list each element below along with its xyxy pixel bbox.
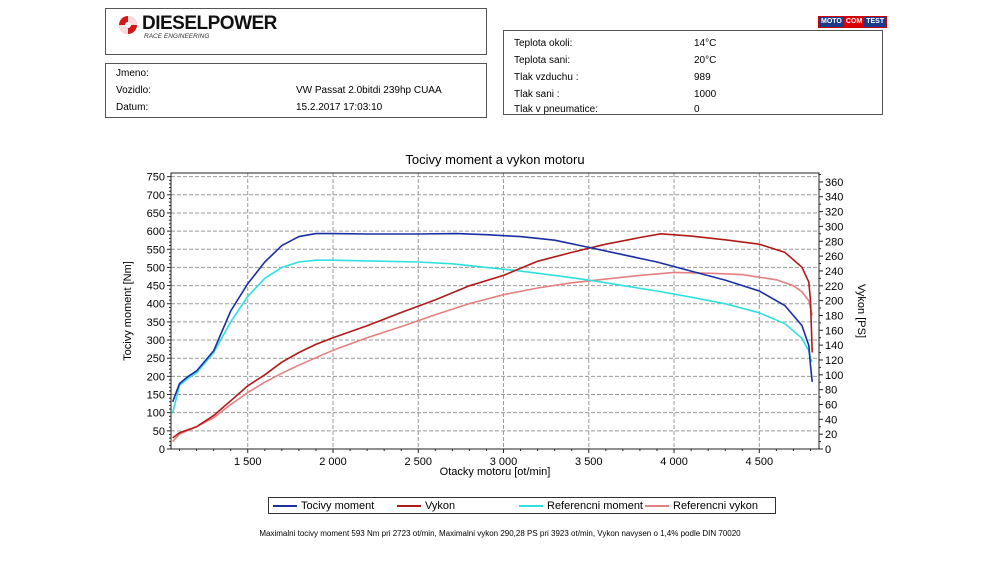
legend-item-ref-torque: Referencni moment bbox=[519, 498, 643, 513]
cond-value-air-pressure: 989 bbox=[694, 72, 711, 83]
y-tick-label: 550 bbox=[147, 244, 165, 256]
y2-tick-label: 360 bbox=[825, 177, 843, 189]
chart-title: Tocivy moment a vykon motoru bbox=[405, 152, 584, 167]
x-tick-label: 1 500 bbox=[234, 456, 262, 468]
x-tick-label: 2 500 bbox=[404, 456, 432, 468]
axis-layer: 0501001502002503003504004505005506006507… bbox=[147, 172, 844, 468]
y-tick-label: 300 bbox=[147, 335, 165, 347]
legend-swatch-ref-torque bbox=[519, 504, 543, 507]
cond-label-intake-pressure: Tlak sani : bbox=[514, 89, 560, 100]
y-tick-label: 250 bbox=[147, 353, 165, 365]
legend-label-power: Vykon bbox=[425, 499, 456, 512]
max-values-summary: Maximalni tocivy moment 593 Nm pri 2723 … bbox=[259, 529, 741, 538]
plot-area bbox=[171, 173, 819, 449]
y-tick-label: 100 bbox=[147, 408, 165, 420]
y2-tick-label: 280 bbox=[825, 236, 843, 248]
cond-value-ambient-temp: 14°C bbox=[694, 38, 717, 49]
y2-tick-label: 180 bbox=[825, 310, 843, 322]
cond-label-ambient-temp: Teplota okoli: bbox=[514, 38, 573, 49]
legend-item-power: Vykon bbox=[397, 498, 455, 513]
y-axis-label: Tocivy moment [Nm] bbox=[122, 261, 134, 361]
cond-label-air-pressure: Tlak vzduchu : bbox=[514, 72, 579, 83]
badge-part-1: MOTO bbox=[819, 17, 844, 27]
cond-label-tire-pressure: Tlak v pneumatice: bbox=[514, 104, 598, 115]
legend-swatch-torque bbox=[273, 504, 297, 507]
y2-tick-label: 200 bbox=[825, 296, 843, 308]
y2-tick-label: 60 bbox=[825, 399, 837, 411]
y2-tick-label: 260 bbox=[825, 251, 843, 263]
y2-tick-label: 0 bbox=[825, 444, 831, 456]
y-tick-label: 0 bbox=[159, 444, 165, 456]
info-value-date: 15.2.2017 17:03:10 bbox=[296, 102, 383, 113]
badge-part-2: COM bbox=[843, 17, 865, 27]
y2-tick-label: 240 bbox=[825, 266, 843, 278]
legend-swatch-power bbox=[397, 504, 421, 507]
chart-legend: Tocivy moment Vykon Referencni moment Re… bbox=[268, 497, 776, 514]
turbo-icon bbox=[119, 16, 137, 34]
y2-tick-label: 80 bbox=[825, 385, 837, 397]
logo-box: DIESELPOWER RACE ENGINEERING bbox=[105, 8, 487, 55]
y2-tick-label: 100 bbox=[825, 370, 843, 382]
y-tick-label: 700 bbox=[147, 190, 165, 202]
y-tick-label: 200 bbox=[147, 371, 165, 383]
grid-layer bbox=[171, 173, 819, 449]
y2-tick-label: 20 bbox=[825, 429, 837, 441]
legend-item-torque: Tocivy moment bbox=[273, 498, 374, 513]
y2-tick-label: 120 bbox=[825, 355, 843, 367]
y-tick-label: 400 bbox=[147, 299, 165, 311]
cond-value-intake-pressure: 1000 bbox=[694, 89, 717, 100]
ref-power-line bbox=[172, 271, 813, 443]
y-tick-label: 50 bbox=[153, 426, 165, 438]
x-tick-label: 4 000 bbox=[660, 456, 688, 468]
motocomtest-badge: MOTO COM TEST bbox=[818, 16, 888, 28]
x-tick-label: 3 500 bbox=[575, 456, 603, 468]
y-tick-label: 500 bbox=[147, 262, 165, 274]
info-label-name: Jmeno: bbox=[116, 68, 149, 79]
legend-swatch-ref-power bbox=[645, 504, 669, 507]
y-tick-label: 600 bbox=[147, 226, 165, 238]
x-tick-label: 2 000 bbox=[319, 456, 347, 468]
legend-label-torque: Tocivy moment bbox=[301, 499, 375, 512]
info-value-vehicle: VW Passat 2.0bitdi 239hp CUAA bbox=[296, 85, 442, 96]
y-tick-label: 750 bbox=[147, 172, 165, 184]
vehicle-info-box: Jmeno: Vozidlo: VW Passat 2.0bitdi 239hp… bbox=[105, 63, 487, 118]
y-tick-label: 150 bbox=[147, 390, 165, 402]
y2-tick-label: 140 bbox=[825, 340, 843, 352]
y2-tick-label: 160 bbox=[825, 325, 843, 337]
y2-tick-label: 320 bbox=[825, 207, 843, 219]
legend-label-ref-power: Referencni vykon bbox=[673, 499, 758, 512]
cond-label-intake-temp: Teplota sani: bbox=[514, 55, 571, 66]
y2-tick-label: 340 bbox=[825, 192, 843, 204]
legend-item-ref-power: Referencni vykon bbox=[645, 498, 758, 513]
info-label-vehicle: Vozidlo: bbox=[116, 85, 152, 96]
y2-tick-label: 300 bbox=[825, 221, 843, 233]
x-tick-label: 3 000 bbox=[490, 456, 518, 468]
brand-subtitle: RACE ENGINEERING bbox=[144, 33, 210, 40]
y-tick-label: 450 bbox=[147, 281, 165, 293]
y-tick-label: 350 bbox=[147, 317, 165, 329]
x-axis-label: Otacky motoru [ot/min] bbox=[440, 466, 551, 478]
y-tick-label: 650 bbox=[147, 208, 165, 220]
dyno-chart: Tocivy moment a vykon motoru 0 50 100 150 20… bbox=[122, 152, 867, 478]
legend-label-ref-torque: Referencni moment bbox=[547, 499, 643, 512]
badge-part-3: TEST bbox=[864, 17, 887, 27]
series-layer bbox=[171, 232, 813, 443]
x-tick-label: 4 500 bbox=[746, 456, 774, 468]
y2-axis-label: Vykon [PS] bbox=[855, 284, 867, 338]
ref-torque-line bbox=[171, 259, 813, 413]
y2-tick-label: 220 bbox=[825, 281, 843, 293]
power-line bbox=[172, 233, 813, 439]
info-label-date: Datum: bbox=[116, 102, 149, 113]
torque-line bbox=[171, 232, 813, 403]
y2-tick-label: 40 bbox=[825, 414, 837, 426]
cond-value-tire-pressure: 0 bbox=[694, 104, 700, 115]
brand-name: DIESELPOWER bbox=[142, 13, 277, 34]
conditions-box: Teplota okoli: 14°C Teplota sani: 20°C T… bbox=[503, 30, 883, 115]
cond-value-intake-temp: 20°C bbox=[694, 55, 717, 66]
